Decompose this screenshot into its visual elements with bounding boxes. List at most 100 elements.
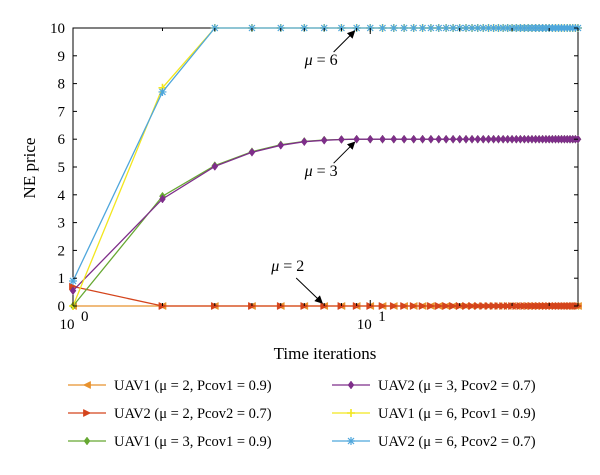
y-tick-label: 7 [58, 104, 66, 120]
data-point [442, 134, 450, 144]
data-point [338, 135, 345, 144]
y-tick-label: 3 [58, 216, 66, 232]
data-point [474, 134, 482, 144]
data-point [69, 286, 77, 296]
data-point [434, 24, 443, 32]
x-tick-exponent: 1 [378, 309, 386, 325]
annotation-arrow [333, 30, 356, 53]
data-point [347, 437, 355, 445]
data-point [390, 134, 398, 144]
y-tick-label: 5 [58, 160, 66, 176]
annotation: μ = 6 [304, 30, 356, 69]
data-point [494, 301, 503, 311]
legend-item: UAV1 (μ = 6, Pcov1 = 0.9) [332, 406, 536, 422]
data-point [479, 24, 488, 32]
legend-item: UAV2 (μ = 2, Pcov2 = 0.7) [68, 406, 272, 422]
data-point [468, 24, 477, 32]
data-point [69, 276, 77, 285]
data-point [300, 137, 308, 147]
legend-item: UAV2 (μ = 6, Pcov2 = 0.7) [332, 434, 536, 450]
legend-label: UAV1 (μ = 6, Pcov1 = 0.9) [378, 406, 536, 422]
data-point [409, 24, 418, 32]
data-point [479, 301, 488, 311]
annotations: μ = 6 μ = 3 μ = 2 [270, 30, 356, 304]
y-tick-label: 0 [58, 299, 66, 315]
data-point [159, 194, 166, 204]
y-tick-label: 8 [58, 77, 66, 93]
data-point [248, 147, 256, 157]
data-point [462, 24, 471, 32]
data-point [516, 301, 525, 311]
y-tick-label: 10 [50, 21, 65, 37]
data-point [449, 24, 458, 32]
data-point [83, 436, 91, 446]
y-axis-label: NE price [20, 138, 39, 199]
data-point [400, 301, 409, 311]
annotation: μ = 2 [270, 258, 323, 304]
data-point [211, 162, 219, 171]
data-point [442, 301, 451, 311]
data-point [503, 24, 512, 32]
x-tick-label: 10 [60, 317, 75, 333]
data-point [419, 134, 426, 144]
data-point [347, 380, 355, 390]
data-point [449, 301, 458, 311]
annotation-arrow [333, 141, 356, 164]
data-point [418, 24, 427, 32]
legend-item: UAV2 (μ = 3, Pcov2 = 0.7) [332, 378, 536, 394]
data-point [499, 134, 507, 144]
data-point [82, 380, 91, 390]
series-line [72, 138, 578, 292]
y-tick-label: 2 [58, 243, 66, 259]
data-point [378, 301, 387, 311]
data-point [366, 134, 374, 144]
data-point [435, 134, 443, 144]
data-point [456, 134, 464, 144]
series-layer [68, 24, 583, 311]
data-point [353, 134, 360, 144]
x-tick-exponent: 0 [81, 309, 89, 325]
annotation-label: μ = 6 [304, 52, 338, 69]
data-point [378, 24, 387, 32]
data-point [490, 134, 497, 144]
data-point [347, 409, 355, 417]
data-point [473, 301, 482, 311]
y-tick-label: 4 [58, 188, 66, 204]
data-point [418, 301, 427, 311]
data-point [512, 301, 521, 311]
data-point [473, 24, 482, 32]
annotation-arrow [295, 277, 323, 304]
data-point [83, 408, 92, 418]
data-point [379, 134, 386, 144]
legend-label: UAV1 (μ = 2, Pcov1 = 0.9) [114, 378, 272, 394]
data-point [484, 301, 493, 311]
data-point [409, 301, 418, 311]
y-tick-label: 9 [58, 49, 66, 65]
data-point [400, 134, 408, 144]
annotation: μ = 3 [304, 141, 356, 180]
data-point [479, 134, 487, 144]
annotation-label: μ = 3 [304, 163, 338, 180]
data-point [462, 301, 471, 311]
series-3 [69, 134, 582, 311]
series-4 [69, 134, 582, 296]
data-point [489, 24, 498, 32]
y-tick-label: 1 [58, 271, 66, 287]
data-point [158, 87, 167, 96]
data-point [277, 140, 285, 150]
data-point [485, 134, 492, 144]
data-point [434, 301, 443, 311]
x-axis-label: Time iterations [274, 344, 377, 363]
data-point [484, 24, 493, 32]
data-point [520, 301, 529, 311]
data-point [499, 24, 508, 32]
data-point [320, 135, 328, 145]
data-point [427, 134, 435, 144]
legend-label: UAV2 (μ = 6, Pcov2 = 0.7) [378, 434, 536, 450]
y-tick-label: 6 [58, 132, 66, 148]
legend-item: UAV1 (μ = 2, Pcov1 = 0.9) [68, 378, 272, 394]
data-point [499, 301, 508, 311]
data-point [442, 24, 451, 32]
data-point [426, 24, 435, 32]
